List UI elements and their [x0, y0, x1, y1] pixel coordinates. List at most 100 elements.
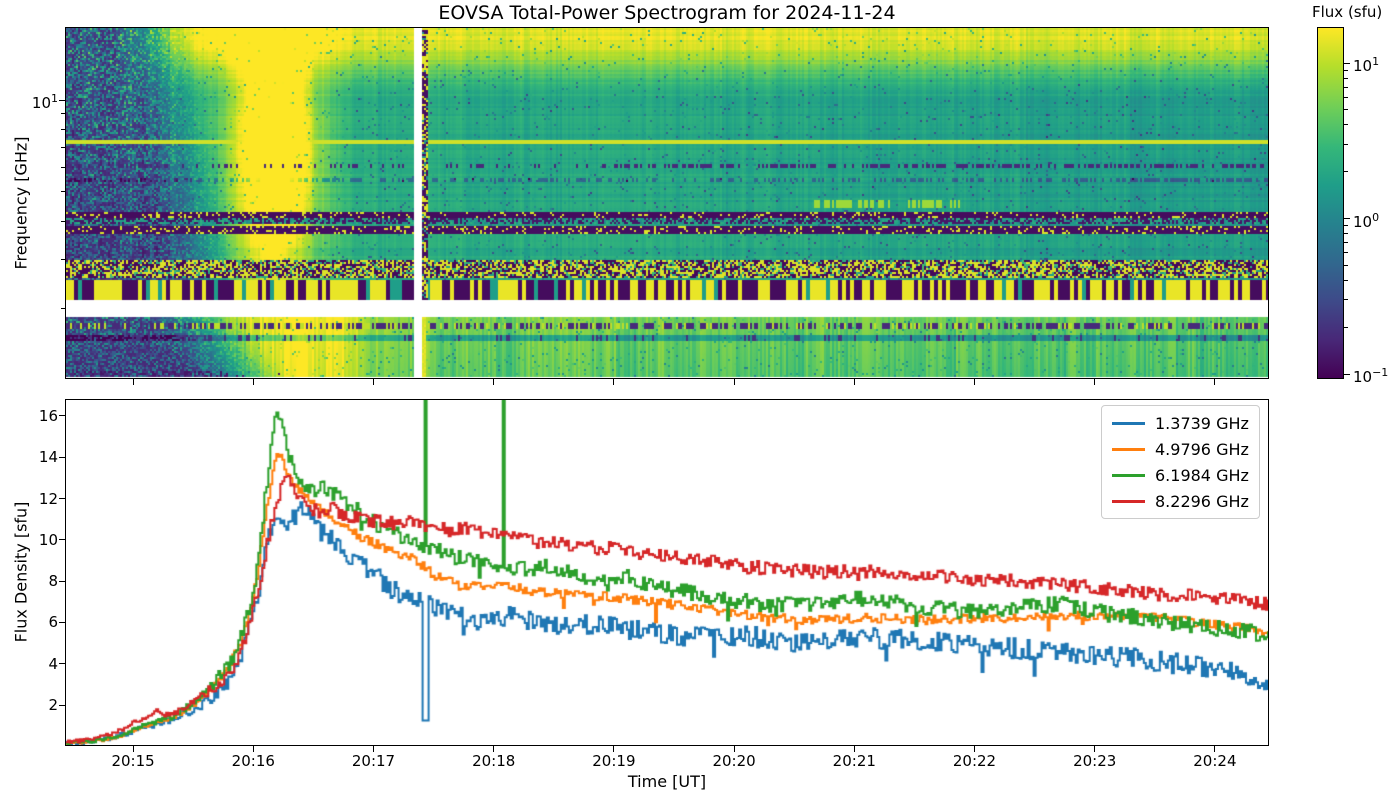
axis-tick	[1094, 746, 1096, 752]
legend-label: 6.1984 GHz	[1155, 465, 1249, 485]
axis-tick	[1344, 218, 1350, 219]
axis-tick	[252, 379, 254, 385]
axis-tick	[59, 456, 65, 458]
axis-tick	[974, 379, 975, 385]
axis-tick	[1344, 279, 1348, 281]
x-tick-label: 20:20	[712, 752, 756, 770]
axis-tick	[61, 307, 65, 309]
spectrogram-ylabel: Frequency [GHz]	[11, 136, 31, 270]
spectrogram-canvas	[66, 28, 1268, 378]
y-tick-label: 10	[38, 530, 58, 549]
axis-tick	[1344, 124, 1348, 126]
axis-tick	[1344, 225, 1348, 227]
axis-tick	[59, 498, 65, 500]
axis-tick	[613, 746, 615, 752]
axis-tick	[974, 746, 975, 752]
colorbar-label: Flux (sfu)	[1312, 3, 1383, 21]
spectrogram-plot	[65, 27, 1269, 379]
colorbar-tick-label: 10−1	[1353, 366, 1389, 386]
axis-tick	[613, 379, 615, 385]
axis-tick	[853, 746, 855, 752]
legend-line-swatch	[1112, 421, 1145, 425]
legend-entry: 8.2296 GHz	[1102, 488, 1259, 514]
y-tick-label: 16	[38, 406, 58, 425]
axis-tick	[1214, 379, 1216, 385]
x-tick-label: 20:17	[351, 752, 396, 770]
timeseries-canvas	[66, 400, 1268, 745]
axis-tick	[1344, 252, 1348, 254]
legend-label: 8.2296 GHz	[1155, 491, 1249, 511]
axis-tick	[373, 746, 374, 752]
axis-tick	[493, 746, 495, 752]
axis-tick	[61, 258, 65, 260]
axis-tick	[132, 746, 134, 752]
y-tick-label: 12	[38, 489, 58, 508]
axis-tick	[59, 415, 65, 417]
colorbar	[1317, 27, 1344, 379]
axis-tick	[1214, 746, 1216, 752]
axis-tick	[61, 167, 65, 169]
chart-title: EOVSA Total-Power Spectrogram for 2024-1…	[438, 2, 896, 24]
axis-tick	[59, 663, 65, 665]
legend-label: 4.9796 GHz	[1155, 439, 1249, 459]
x-tick-label: 20:18	[472, 752, 516, 770]
y-tick-label: 2	[48, 696, 58, 714]
axis-tick	[1344, 242, 1348, 244]
x-tick-label: 20:21	[832, 752, 876, 770]
axis-tick	[1344, 96, 1348, 98]
axis-tick	[59, 539, 65, 541]
x-tick-label: 20:22	[952, 752, 997, 770]
y-tick-label: 8	[48, 572, 58, 591]
axis-tick	[1344, 299, 1348, 301]
y-tick-label: 4	[48, 654, 58, 673]
colorbar-tick-label: 100	[1353, 210, 1380, 231]
axis-tick	[59, 621, 65, 623]
axis-tick	[1344, 233, 1348, 235]
axis-tick	[373, 379, 374, 385]
axis-tick	[1344, 62, 1350, 64]
axis-tick	[853, 379, 855, 385]
x-tick-label: 20:15	[111, 752, 155, 770]
y-tick-label: 6	[48, 613, 58, 632]
axis-tick	[1344, 373, 1350, 375]
legend-line-swatch	[1112, 473, 1145, 477]
axis-tick	[1344, 326, 1348, 328]
axis-tick	[1344, 77, 1348, 79]
x-tick-label: 20:23	[1073, 752, 1117, 770]
axis-tick	[61, 146, 65, 148]
axis-tick	[493, 379, 495, 385]
x-tick-label: 20:19	[592, 752, 636, 770]
axis-tick	[1344, 109, 1348, 111]
axis-tick	[733, 379, 735, 385]
legend-line-swatch	[1112, 447, 1145, 451]
legend-line-swatch	[1112, 499, 1145, 503]
axis-tick	[733, 746, 735, 752]
colorbar-tick-label: 101	[1353, 55, 1380, 75]
axis-tick	[1344, 264, 1348, 266]
axis-tick	[61, 129, 65, 130]
x-tick-label: 20:16	[231, 752, 275, 770]
axis-tick	[61, 220, 65, 222]
axis-tick	[61, 191, 65, 193]
legend-entry: 6.1984 GHz	[1102, 462, 1259, 488]
spectrogram-ytick-label: 101	[31, 92, 58, 112]
axis-tick	[1344, 86, 1348, 88]
y-tick-label: 14	[38, 448, 58, 467]
axis-tick	[59, 99, 65, 101]
timeseries-plot	[65, 399, 1269, 746]
axis-tick	[59, 704, 65, 706]
legend-entry: 1.3739 GHz	[1102, 410, 1259, 436]
axis-tick	[59, 580, 65, 582]
axis-tick	[1344, 69, 1348, 71]
legend-entry: 4.9796 GHz	[1102, 436, 1259, 462]
axis-tick	[61, 113, 65, 114]
axis-tick	[1344, 143, 1348, 145]
legend: 1.3739 GHz 4.9796 GHz 6.1984 GHz 8.2296 GHz	[1101, 405, 1260, 519]
axis-tick	[1094, 379, 1096, 385]
axis-tick	[132, 379, 134, 385]
x-tick-label: 20:24	[1193, 752, 1237, 770]
axis-tick	[1344, 171, 1348, 173]
legend-label: 1.3739 GHz	[1155, 413, 1249, 433]
axis-tick	[252, 746, 254, 752]
